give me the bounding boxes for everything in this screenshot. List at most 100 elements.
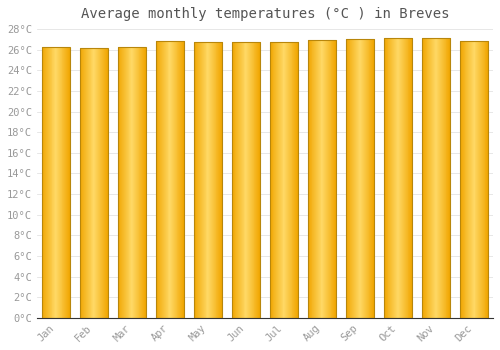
Bar (129, 47, 130, 318)
Bar (123, 47, 124, 318)
Bar (170, 41, 171, 318)
Bar (399, 38, 400, 318)
Bar (210, 42, 211, 318)
Bar (278, 42, 280, 318)
Bar (460, 41, 462, 318)
Bar (233, 42, 234, 318)
Bar (52, 47, 53, 318)
Bar (280, 42, 281, 318)
Bar (65, 47, 66, 318)
Bar (239, 42, 240, 318)
Bar (54, 47, 55, 318)
Bar (140, 47, 141, 318)
Bar (410, 38, 411, 318)
Bar (205, 42, 206, 318)
Bar (426, 38, 428, 318)
Bar (403, 38, 404, 318)
Bar (322, 40, 323, 318)
Bar (204, 42, 206, 318)
Bar (198, 42, 199, 318)
Bar (256, 42, 257, 318)
Bar (162, 41, 164, 318)
Bar (424, 38, 426, 318)
Bar (384, 38, 385, 318)
Bar (279, 42, 280, 318)
Bar (124, 47, 125, 318)
Bar (428, 38, 430, 318)
Bar (250, 42, 251, 318)
Bar (218, 42, 219, 318)
Bar (290, 42, 291, 318)
Bar (62, 47, 63, 318)
Bar (466, 41, 467, 318)
Bar (84, 48, 85, 318)
Bar (388, 38, 389, 318)
Bar (250, 42, 252, 318)
Bar (291, 42, 292, 318)
Bar (294, 42, 295, 318)
Bar (53, 47, 54, 318)
Bar (94, 48, 95, 318)
Bar (171, 41, 172, 318)
Bar (165, 41, 166, 318)
Bar (360, 39, 362, 318)
Bar (384, 38, 386, 318)
Bar (330, 40, 331, 318)
Bar (174, 41, 176, 318)
Bar (259, 42, 260, 318)
Bar (434, 38, 436, 318)
Bar (286, 42, 287, 318)
Bar (102, 48, 103, 318)
Bar (331, 40, 332, 318)
Bar (240, 42, 241, 318)
Bar (42, 47, 43, 318)
Bar (175, 41, 176, 318)
Bar (118, 47, 120, 318)
Bar (99, 48, 100, 318)
Bar (446, 38, 448, 318)
Bar (122, 47, 123, 318)
Bar (194, 42, 196, 318)
Bar (220, 42, 222, 318)
Bar (333, 40, 334, 318)
Bar (323, 40, 324, 318)
Bar (270, 42, 298, 318)
Bar (280, 42, 281, 318)
Bar (295, 42, 296, 318)
Bar (219, 42, 220, 318)
Bar (400, 38, 401, 318)
Bar (396, 38, 398, 318)
Bar (89, 48, 90, 318)
Bar (444, 38, 446, 318)
Bar (462, 41, 464, 318)
Bar (324, 40, 325, 318)
Bar (293, 42, 294, 318)
Bar (51, 47, 52, 318)
Bar (47, 47, 48, 318)
Bar (483, 41, 484, 318)
Bar (394, 38, 395, 318)
Bar (373, 39, 374, 318)
Bar (436, 38, 438, 318)
Bar (214, 42, 216, 318)
Bar (466, 41, 468, 318)
Bar (128, 47, 129, 318)
Bar (68, 47, 70, 318)
Bar (467, 41, 468, 318)
Bar (442, 38, 444, 318)
Bar (393, 38, 394, 318)
Bar (180, 41, 181, 318)
Bar (273, 42, 274, 318)
Bar (176, 41, 178, 318)
Bar (102, 48, 103, 318)
Bar (316, 40, 317, 318)
Bar (121, 47, 122, 318)
Bar (290, 42, 292, 318)
Bar (42, 47, 70, 318)
Bar (128, 47, 130, 318)
Bar (403, 38, 404, 318)
Bar (249, 42, 250, 318)
Bar (196, 42, 197, 318)
Bar (363, 39, 364, 318)
Bar (404, 38, 406, 318)
